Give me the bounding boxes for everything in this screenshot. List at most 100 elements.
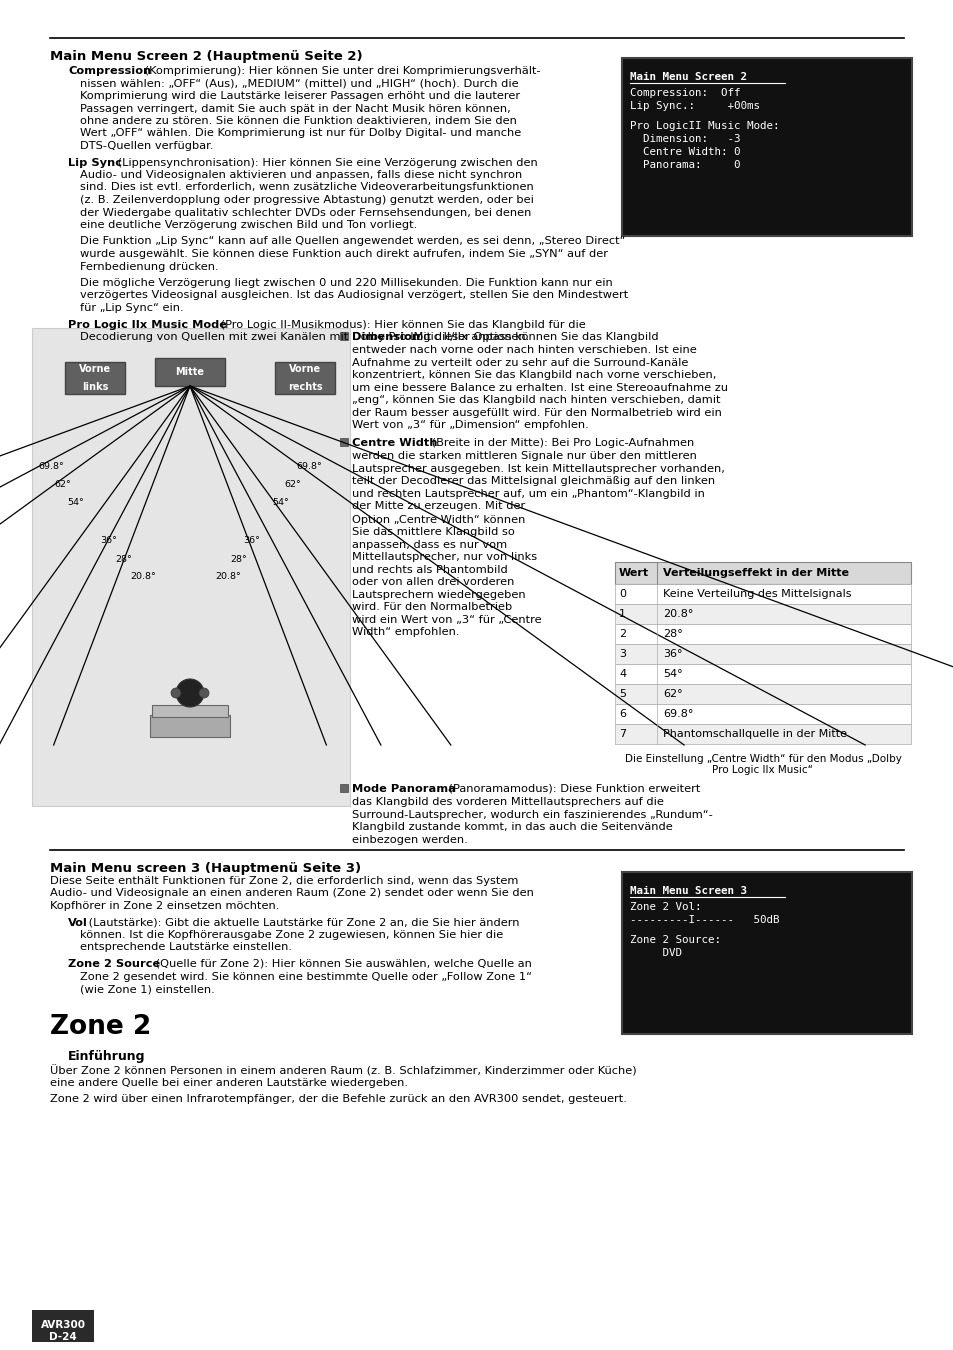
Text: wird. Für den Normalbetrieb: wird. Für den Normalbetrieb <box>352 602 512 613</box>
Text: : Mit dieser Option können Sie das Klangbild: : Mit dieser Option können Sie das Klang… <box>406 332 658 342</box>
Text: Pro Logic IIx Music“: Pro Logic IIx Music“ <box>712 765 813 775</box>
Text: ohne andere zu stören. Sie können die Funktion deaktivieren, indem Sie den: ohne andere zu stören. Sie können die Fu… <box>80 116 517 126</box>
Text: 6: 6 <box>618 709 625 720</box>
Text: Lip Sync.:     +00ms: Lip Sync.: +00ms <box>629 101 760 111</box>
Text: Main Menu Screen 3: Main Menu Screen 3 <box>629 886 746 896</box>
Text: Width“ empfohlen.: Width“ empfohlen. <box>352 628 459 637</box>
Text: einbezogen werden.: einbezogen werden. <box>352 836 467 845</box>
Text: 3: 3 <box>618 649 625 659</box>
Bar <box>274 362 335 394</box>
Text: 1: 1 <box>618 609 625 620</box>
Text: Centre Width: 0: Centre Width: 0 <box>629 147 740 157</box>
Text: eine deutliche Verzögerung zwischen Bild und Ton vorliegt.: eine deutliche Verzögerung zwischen Bild… <box>80 220 416 230</box>
Bar <box>150 716 230 737</box>
Text: 20.8°: 20.8° <box>130 572 155 580</box>
Text: links: links <box>82 382 108 391</box>
Text: : (Panoramamodus): Diese Funktion erweitert: : (Panoramamodus): Diese Funktion erweit… <box>440 784 700 794</box>
Text: (Breite in der Mitte): Bei Pro Logic-Aufnahmen: (Breite in der Mitte): Bei Pro Logic-Auf… <box>428 437 694 448</box>
Bar <box>615 703 910 724</box>
Text: 4: 4 <box>618 670 625 679</box>
Text: Dimension:   -3: Dimension: -3 <box>629 134 740 144</box>
Text: Zone 2 Vol:: Zone 2 Vol: <box>629 902 700 913</box>
Text: können. Ist die Kopfhörerausgabe Zone 2 zugewiesen, können Sie hier die: können. Ist die Kopfhörerausgabe Zone 2 … <box>80 930 503 940</box>
Text: nissen wählen: „OFF“ (Aus), „MEDIUM“ (mittel) und „HIGH“ (hoch). Durch die: nissen wählen: „OFF“ (Aus), „MEDIUM“ (mi… <box>80 78 518 89</box>
Text: Vorne: Vorne <box>289 364 321 374</box>
Text: Decodierung von Quellen mit zwei Kanälen mit Dolby Pro Logic II/IIx anpassen.: Decodierung von Quellen mit zwei Kanälen… <box>80 332 529 342</box>
Bar <box>339 784 348 792</box>
Text: Main Menu Screen 2: Main Menu Screen 2 <box>629 72 746 82</box>
Text: Mittellautsprecher, nur von links: Mittellautsprecher, nur von links <box>352 552 537 563</box>
Text: Compression: Compression <box>68 66 152 76</box>
Text: D-24: D-24 <box>49 1332 77 1342</box>
Text: 36°: 36° <box>100 536 117 545</box>
Bar <box>154 358 225 386</box>
Text: 36°: 36° <box>243 536 259 545</box>
Text: Dimension: Dimension <box>352 332 419 342</box>
Text: 69.8°: 69.8° <box>38 462 64 471</box>
Text: (z. B. Zeilenverdopplung oder progressive Abtastung) genutzt werden, oder bei: (z. B. Zeilenverdopplung oder progressiv… <box>80 194 534 205</box>
Text: sind. Dies ist evtl. erforderlich, wenn zusätzliche Videoverarbeitungsfunktionen: sind. Dies ist evtl. erforderlich, wenn … <box>80 182 533 193</box>
Text: werden die starken mittleren Signale nur über den mittleren: werden die starken mittleren Signale nur… <box>352 451 696 462</box>
Text: Pro LogicII Music Mode:: Pro LogicII Music Mode: <box>629 122 779 131</box>
Text: Panorama:     0: Panorama: 0 <box>629 161 740 170</box>
Text: Compression:  Off: Compression: Off <box>629 88 740 99</box>
Text: anpassen, dass es nur vom: anpassen, dass es nur vom <box>352 540 507 549</box>
Text: DVD: DVD <box>629 948 681 958</box>
Text: 7: 7 <box>618 729 625 738</box>
Text: Die Funktion „Lip Sync“ kann auf alle Quellen angewendet werden, es sei denn, „S: Die Funktion „Lip Sync“ kann auf alle Qu… <box>80 236 625 247</box>
Text: 69.8°: 69.8° <box>295 462 321 471</box>
Text: 62°: 62° <box>54 481 71 489</box>
Text: 36°: 36° <box>662 649 681 659</box>
Text: AVR300: AVR300 <box>40 1320 86 1330</box>
Bar <box>152 705 228 717</box>
Bar <box>615 644 910 664</box>
Text: Diese Seite enthält Funktionen für Zone 2, die erforderlich sind, wenn das Syste: Diese Seite enthält Funktionen für Zone … <box>50 876 517 886</box>
Text: Main Menu Screen 2 (Hauptmenü Seite 2): Main Menu Screen 2 (Hauptmenü Seite 2) <box>50 50 362 63</box>
Text: 5: 5 <box>618 688 625 699</box>
Text: Passagen verringert, damit Sie auch spät in der Nacht Musik hören können,: Passagen verringert, damit Sie auch spät… <box>80 104 510 113</box>
Text: Über Zone 2 können Personen in einem anderen Raum (z. B. Schlafzimmer, Kinderzim: Über Zone 2 können Personen in einem and… <box>50 1065 636 1076</box>
Circle shape <box>171 688 181 698</box>
Text: Klangbild zustande kommt, in das auch die Seitenvände: Klangbild zustande kommt, in das auch di… <box>352 822 672 833</box>
Text: das Klangbild des vorderen Mittellautsprechers auf die: das Klangbild des vorderen Mittellautspr… <box>352 798 663 807</box>
Bar <box>621 872 911 1034</box>
Bar <box>615 562 910 585</box>
Text: (Komprimierung): Hier können Sie unter drei Komprimierungsverhält-: (Komprimierung): Hier können Sie unter d… <box>141 66 540 76</box>
Text: (wie Zone 1) einstellen.: (wie Zone 1) einstellen. <box>80 984 214 994</box>
Text: 54°: 54° <box>67 498 84 508</box>
Text: rechts: rechts <box>288 382 322 391</box>
Bar <box>615 664 910 684</box>
Text: Zone 2: Zone 2 <box>50 1014 152 1040</box>
Bar <box>615 603 910 624</box>
Bar <box>615 624 910 644</box>
Bar <box>32 328 350 806</box>
Text: Aufnahme zu verteilt oder zu sehr auf die Surround-Kanäle: Aufnahme zu verteilt oder zu sehr auf di… <box>352 358 688 369</box>
Text: Sie das mittlere Klangbild so: Sie das mittlere Klangbild so <box>352 528 515 537</box>
Text: um eine bessere Balance zu erhalten. Ist eine Stereoaufnahme zu: um eine bessere Balance zu erhalten. Ist… <box>352 383 727 393</box>
Text: wird ein Wert von „3“ für „Centre: wird ein Wert von „3“ für „Centre <box>352 616 541 625</box>
Bar <box>615 585 910 603</box>
Text: 28°: 28° <box>115 555 132 564</box>
Text: Zone 2 Source:: Zone 2 Source: <box>629 936 720 945</box>
Circle shape <box>175 679 204 707</box>
Text: 28°: 28° <box>230 555 247 564</box>
Text: Vol: Vol <box>68 918 88 927</box>
Text: konzentriert, können Sie das Klangbild nach vorne verschieben,: konzentriert, können Sie das Klangbild n… <box>352 370 716 381</box>
Bar <box>32 1310 94 1342</box>
Text: wurde ausgewählt. Sie können diese Funktion auch direkt aufrufen, indem Sie „SYN: wurde ausgewählt. Sie können diese Funkt… <box>80 248 607 259</box>
Text: der Wiedergabe qualitativ schlechter DVDs oder Fernsehsendungen, bei denen: der Wiedergabe qualitativ schlechter DVD… <box>80 208 531 217</box>
Text: DTS-Quellen verfügbar.: DTS-Quellen verfügbar. <box>80 140 213 151</box>
Text: Die mögliche Verzögerung liegt zwischen 0 und 220 Millisekunden. Die Funktion ka: Die mögliche Verzögerung liegt zwischen … <box>80 278 612 288</box>
Text: ---------I------   50dB: ---------I------ 50dB <box>629 915 779 925</box>
Text: Einführung: Einführung <box>68 1050 146 1062</box>
Text: entsprechende Lautstärke einstellen.: entsprechende Lautstärke einstellen. <box>80 942 292 953</box>
Text: verzögertes Videosignal ausgleichen. Ist das Audiosignal verzögert, stellen Sie : verzögertes Videosignal ausgleichen. Ist… <box>80 290 628 301</box>
Text: (Quelle für Zone 2): Hier können Sie auswählen, welche Quelle an: (Quelle für Zone 2): Hier können Sie aus… <box>152 958 532 969</box>
Text: Zone 2 wird über einen Infrarotempfänger, der die Befehle zurück an den AVR300 s: Zone 2 wird über einen Infrarotempfänger… <box>50 1094 626 1104</box>
Text: Fernbedienung drücken.: Fernbedienung drücken. <box>80 262 218 271</box>
Text: Mitte: Mitte <box>175 367 204 377</box>
Text: Wert „OFF“ wählen. Die Komprimierung ist nur für Dolby Digital- und manche: Wert „OFF“ wählen. Die Komprimierung ist… <box>80 128 520 139</box>
Bar <box>339 332 348 340</box>
Bar <box>65 362 125 394</box>
Text: Main Menu screen 3 (Hauptmenü Seite 3): Main Menu screen 3 (Hauptmenü Seite 3) <box>50 863 361 875</box>
